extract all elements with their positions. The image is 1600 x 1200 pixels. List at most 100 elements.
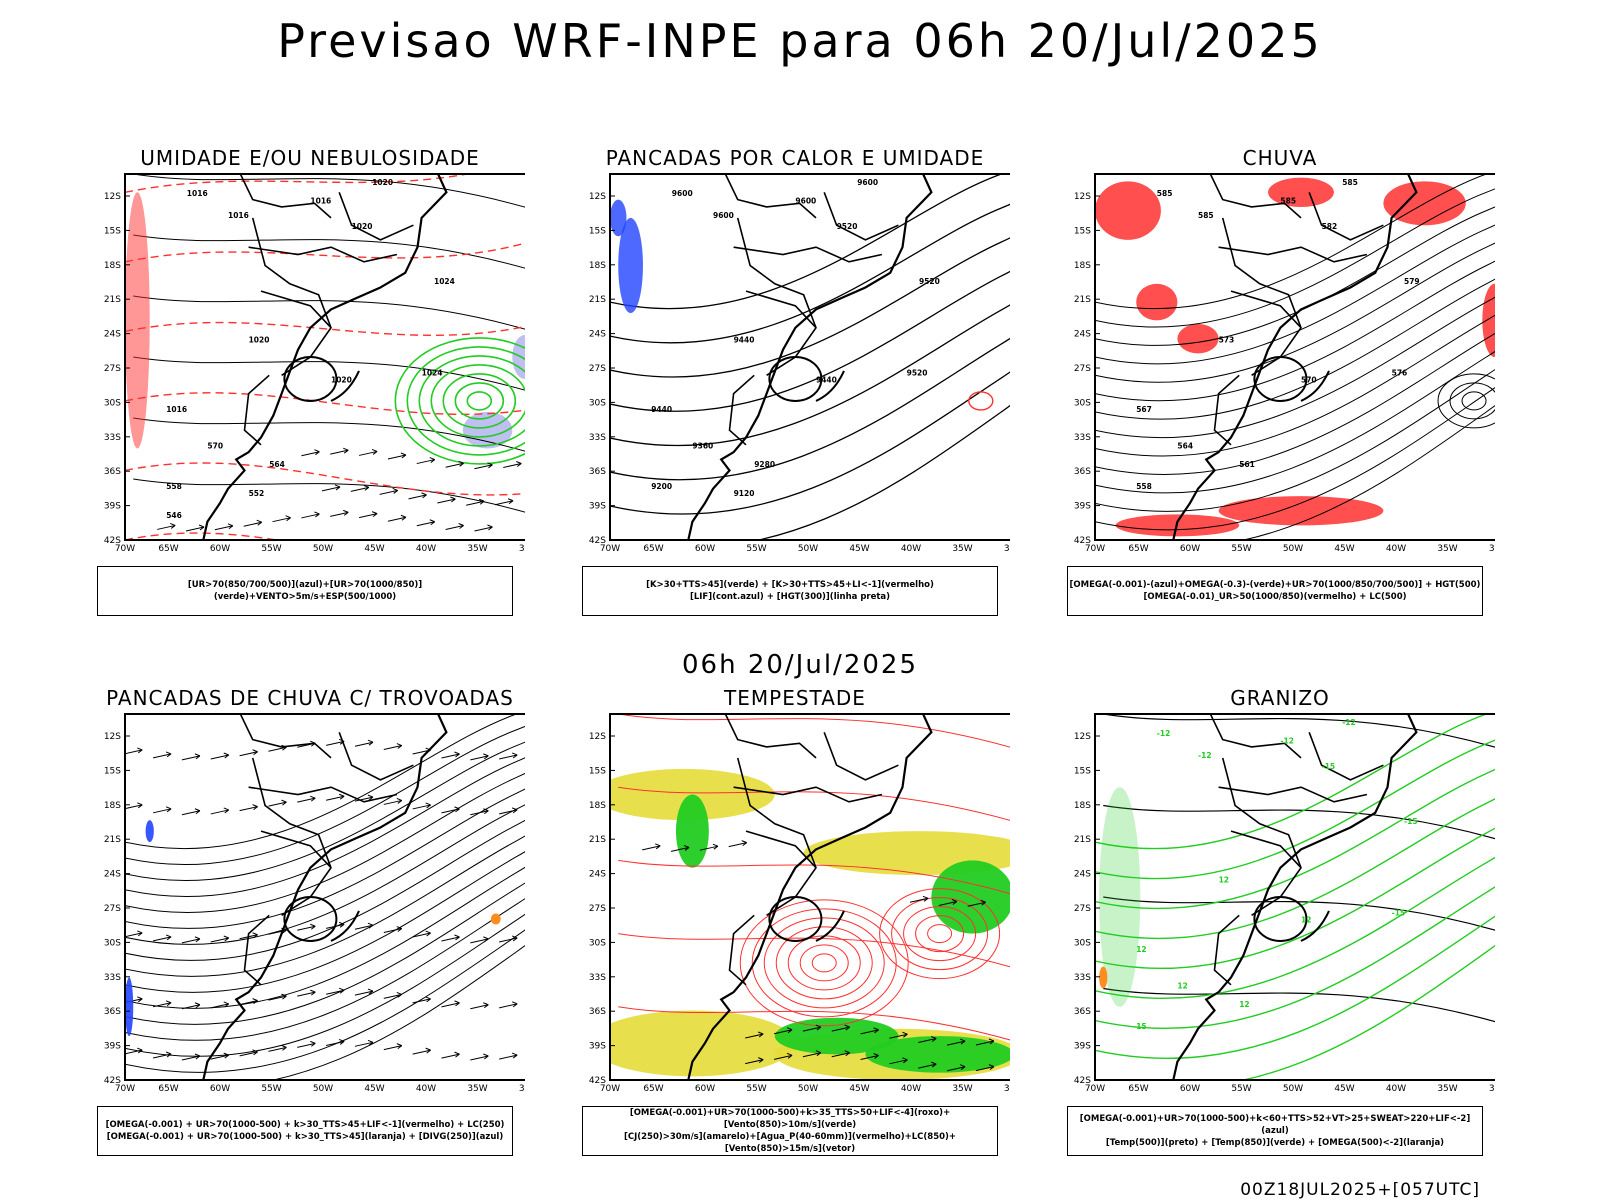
wind-arrow-head xyxy=(483,753,489,760)
coastline xyxy=(1172,174,1418,540)
contour-label: 552 xyxy=(249,489,265,498)
lat-tick-label: 30S xyxy=(104,938,121,948)
contour-line xyxy=(610,203,1010,344)
lon-tick-label: 50W xyxy=(313,1084,333,1094)
lat-tick-label: 18S xyxy=(104,261,121,271)
contour-line xyxy=(125,929,525,1073)
legend-trovoadas: [OMEGA(-0.001) + UR>70(1000-500) + k>30_… xyxy=(97,1106,513,1156)
contour-label: 558 xyxy=(1136,482,1152,491)
wind-arrow-head xyxy=(815,1050,822,1057)
panel-granizo: GRANIZO -12 -12 -12 -12 -15 -15 -15 12 12 12 12 12 1… xyxy=(1065,686,1495,1156)
wind-arrow-head xyxy=(165,751,172,758)
contour-label: -12 xyxy=(1157,729,1171,738)
contour-label: 561 xyxy=(1239,460,1255,469)
contour-set xyxy=(133,174,525,540)
panel-title: CHUVA xyxy=(1242,146,1318,170)
contour-label: 546 xyxy=(166,511,182,520)
shaded-area xyxy=(1099,966,1108,989)
country-border xyxy=(733,246,883,263)
cyclone-ring xyxy=(891,897,989,971)
geography xyxy=(1172,714,1418,1080)
lat-tick-label: 30S xyxy=(104,398,121,408)
wind-arrow-head xyxy=(959,1038,966,1045)
cyclone-ring xyxy=(968,391,994,411)
contour-label: 585 xyxy=(1342,178,1358,187)
lat-tick-label: 36S xyxy=(589,1007,606,1017)
wind-arrow-head xyxy=(425,1047,431,1054)
contour-label: 9520 xyxy=(837,222,858,231)
wind-arrow xyxy=(330,449,349,455)
country-border xyxy=(724,174,817,219)
wind-arrow xyxy=(387,454,407,460)
wind-arrow-head xyxy=(343,509,349,516)
contour-label: 12 xyxy=(1136,945,1146,954)
contour-label: 9600 xyxy=(857,178,878,187)
country-border xyxy=(251,217,332,376)
wind-arrow-head xyxy=(223,807,230,814)
contour-set xyxy=(1103,714,1495,1080)
lat-tick-label: 21S xyxy=(589,835,606,845)
lon-tick-label: 50W xyxy=(798,544,818,554)
cyclone-ring xyxy=(811,953,837,973)
lat-tick-label: 12S xyxy=(104,192,121,202)
lon-tick-label: 35W xyxy=(1437,1084,1457,1094)
wind-arrow xyxy=(499,1054,518,1060)
wind-arrow xyxy=(441,1002,460,1008)
lat-tick-label: 39S xyxy=(589,502,606,512)
country-border xyxy=(1213,914,1240,986)
contour-line xyxy=(125,804,525,945)
coastline xyxy=(687,174,933,540)
uruguay-outline xyxy=(768,355,823,402)
wind-arrow xyxy=(268,801,287,807)
wind-arrow xyxy=(773,1029,793,1035)
lagoa xyxy=(815,910,845,942)
wind-arrow xyxy=(181,1055,201,1061)
contour-label: 570 xyxy=(1301,376,1317,385)
lon-tick-label: 40W xyxy=(416,1084,436,1094)
contour-label: 12 xyxy=(1239,1000,1249,1009)
shaded-patch xyxy=(145,820,154,843)
uruguay-outline xyxy=(283,355,338,402)
cyclone-ring xyxy=(903,906,977,962)
country-border xyxy=(823,732,899,781)
lat-tick-label: 24S xyxy=(589,330,606,340)
contour-label: 9440 xyxy=(816,376,837,385)
shaded-patch xyxy=(610,1010,796,1077)
lon-tick-label: 70W xyxy=(1085,1084,1105,1094)
shaded-patch xyxy=(931,860,1010,934)
wind-arrow xyxy=(831,1052,850,1058)
wind-arrow-head xyxy=(511,1052,518,1059)
wind-arrow xyxy=(642,845,661,851)
country-border xyxy=(243,914,270,986)
contour-line xyxy=(618,1006,1010,1041)
map-frame xyxy=(1094,713,1495,1081)
cyclone-ring xyxy=(763,917,885,1009)
wind-arrow-head xyxy=(367,1039,374,1046)
wind-arrow xyxy=(297,797,316,803)
wind-arrow-head xyxy=(194,1053,201,1060)
wind-arrow xyxy=(210,937,229,943)
legend-chuva: [OMEGA(-0.001)-(azul)+OMEGA(-0.3)-(verde… xyxy=(1067,566,1483,616)
contour-label: 9360 xyxy=(692,442,713,451)
wind-arrow xyxy=(301,451,320,457)
contour-label: 1020 xyxy=(372,178,393,187)
contour-label: 9520 xyxy=(907,368,928,377)
wind-arrow xyxy=(946,1066,966,1072)
wind-arrow-head xyxy=(194,1002,201,1009)
lagoa xyxy=(1300,370,1330,402)
wind-arrow xyxy=(470,1004,489,1010)
wind-arrow-head xyxy=(314,449,320,456)
contour-line xyxy=(610,304,1010,447)
shaded-patch xyxy=(675,794,709,868)
contour-label: -12 xyxy=(1342,718,1356,727)
map-frame xyxy=(124,173,525,541)
country-border xyxy=(248,246,398,263)
wind-arrow-head xyxy=(223,1001,230,1008)
lat-tick-label: 24S xyxy=(104,330,121,340)
wind-arrow-head xyxy=(786,1027,793,1034)
wind-arrow xyxy=(474,526,493,532)
geography xyxy=(687,174,933,540)
wind-arrow-head xyxy=(487,462,493,469)
cyclone-ring xyxy=(1449,382,1495,420)
lon-tick-label: 70W xyxy=(600,544,620,554)
